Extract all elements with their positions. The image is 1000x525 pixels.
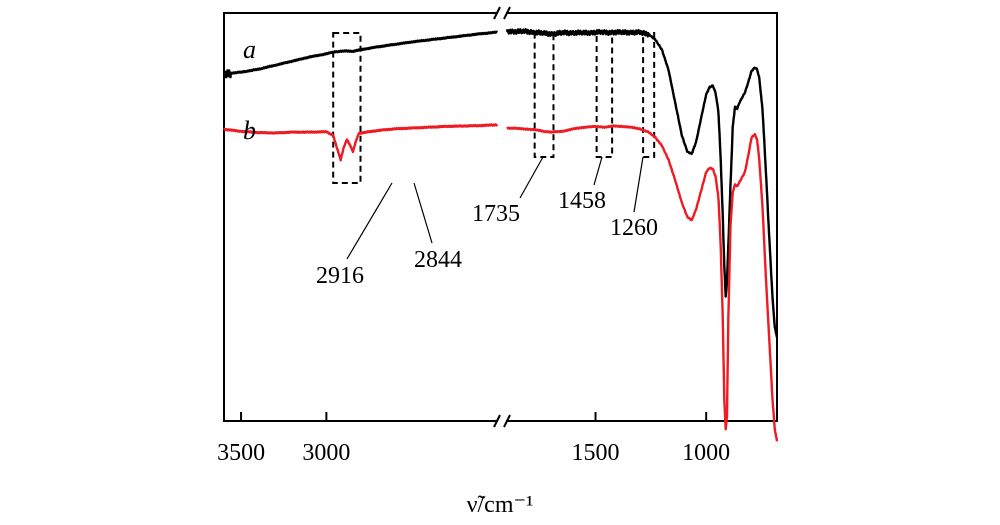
series-a-line-seg2 [505,28,779,338]
peak-leader-2916 [346,182,393,260]
highlight-box-1 [332,32,362,184]
x-axis-ticks: 3500 3000 1500 1000 [217,412,730,466]
x-axis-title: ν̃/cm⁻¹ [467,492,534,518]
axis-break-slash-bottom-2 [503,414,511,428]
x-tick-label-1500: 1500 [572,440,620,466]
series-labels: ab [243,35,256,145]
axis-break-gap-bottom [498,418,506,424]
axis-break-slash-top-1 [493,6,501,20]
axis-break-gap-top [498,10,506,16]
peak-label-1260: 1260 [610,215,658,241]
peak-label-1458: 1458 [558,188,606,214]
peak-label-2844: 2844 [414,247,462,273]
axis-break-slash-bottom-1 [493,414,501,428]
series-label-a: a [243,35,256,64]
highlight-box-2 [533,32,555,158]
series-layer [222,28,779,442]
series-a-line-seg1 [222,30,499,79]
x-tick-label-3500: 3500 [217,440,265,466]
x-tick-label-1000: 1000 [682,440,730,466]
highlight-boxes [332,32,656,184]
peak-leader-1260 [633,156,644,213]
peak-label-1735: 1735 [472,201,520,227]
peak-label-2916: 2916 [316,263,364,289]
series-b-line-seg2 [506,124,779,442]
axis-break-marks [493,6,511,428]
highlight-box-4 [642,32,656,158]
highlight-box-3 [595,32,614,158]
peak-leader-1458 [593,156,603,186]
peak-leader-1735 [519,156,544,199]
axis-break-slash-top-2 [503,6,511,20]
peak-leader-2844 [413,182,433,244]
x-tick-label-3000: 3000 [302,440,350,466]
series-b-line-seg1 [222,123,499,162]
series-label-b: b [243,116,256,145]
